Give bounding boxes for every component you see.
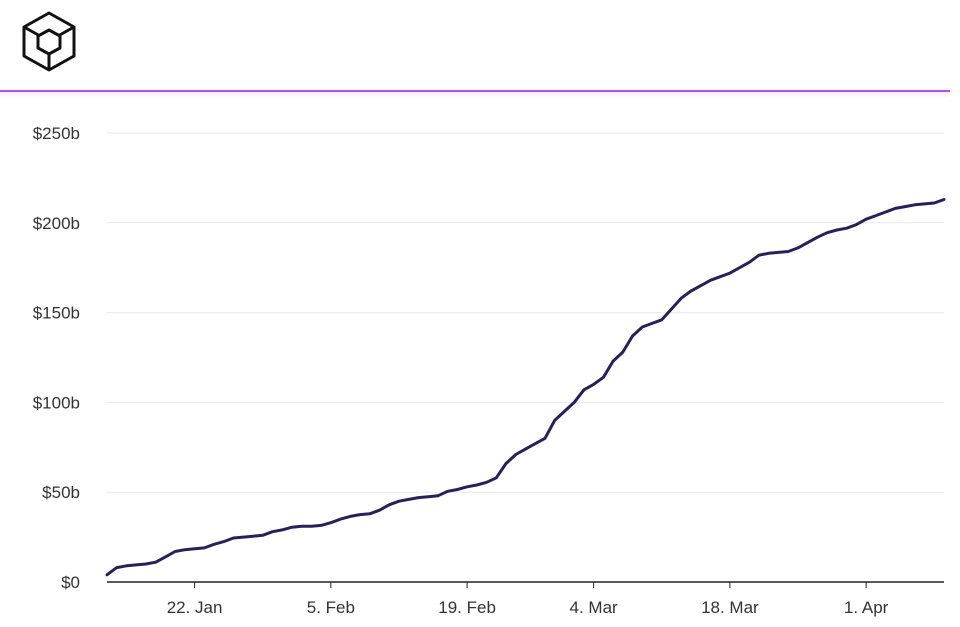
y-tick-label: $150b	[33, 304, 80, 323]
cube-logo-icon	[18, 10, 80, 72]
y-axis-labels: $0 $50b $100b $150b $200b $250b	[33, 124, 80, 592]
y-tick-label: $200b	[33, 214, 80, 233]
x-tick-label: 4. Mar	[570, 598, 619, 617]
series-group	[105, 198, 946, 577]
series-line	[105, 198, 946, 577]
header-shadow	[0, 92, 950, 98]
x-tick-label: 18. Mar	[701, 598, 759, 617]
y-tick-label: $250b	[33, 124, 80, 143]
grid-lines	[107, 132, 944, 493]
y-tick-label: $50b	[42, 483, 80, 502]
x-tick-label: 22. Jan	[167, 598, 223, 617]
y-tick-label: $100b	[33, 393, 80, 412]
x-tick-label: 1. Apr	[844, 598, 889, 617]
x-axis-labels: 22. Jan 5. Feb 19. Feb 4. Mar 18. Mar 1. Apr	[167, 582, 889, 617]
y-tick-label: $0	[61, 573, 80, 592]
x-tick-label: 19. Feb	[438, 598, 496, 617]
x-tick-label: 5. Feb	[307, 598, 355, 617]
header-divider	[0, 90, 950, 92]
